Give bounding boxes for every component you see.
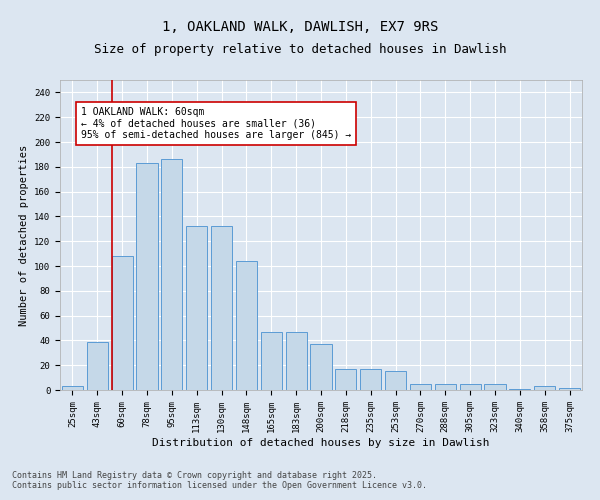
Bar [161,160,182,390]
Bar [360,369,381,390]
Bar [410,384,431,390]
Y-axis label: Number of detached properties: Number of detached properties [19,144,29,326]
Bar [310,344,332,390]
Text: 1 OAKLAND WALK: 60sqm
← 4% of detached houses are smaller (36)
95% of semi-detac: 1 OAKLAND WALK: 60sqm ← 4% of detached h… [81,108,352,140]
Bar [62,386,83,390]
Bar [385,372,406,390]
Text: Size of property relative to detached houses in Dawlish: Size of property relative to detached ho… [94,42,506,56]
Bar [484,384,506,390]
Bar [136,163,158,390]
Bar [509,389,530,390]
Text: Contains HM Land Registry data © Crown copyright and database right 2025.
Contai: Contains HM Land Registry data © Crown c… [12,470,427,490]
Bar [286,332,307,390]
Bar [211,226,232,390]
Bar [186,226,207,390]
Bar [559,388,580,390]
Bar [335,369,356,390]
Text: 1, OAKLAND WALK, DAWLISH, EX7 9RS: 1, OAKLAND WALK, DAWLISH, EX7 9RS [162,20,438,34]
Bar [112,256,133,390]
Bar [261,332,282,390]
Bar [87,342,108,390]
Bar [460,384,481,390]
Bar [236,261,257,390]
Bar [435,384,456,390]
X-axis label: Distribution of detached houses by size in Dawlish: Distribution of detached houses by size … [152,438,490,448]
Bar [534,386,555,390]
